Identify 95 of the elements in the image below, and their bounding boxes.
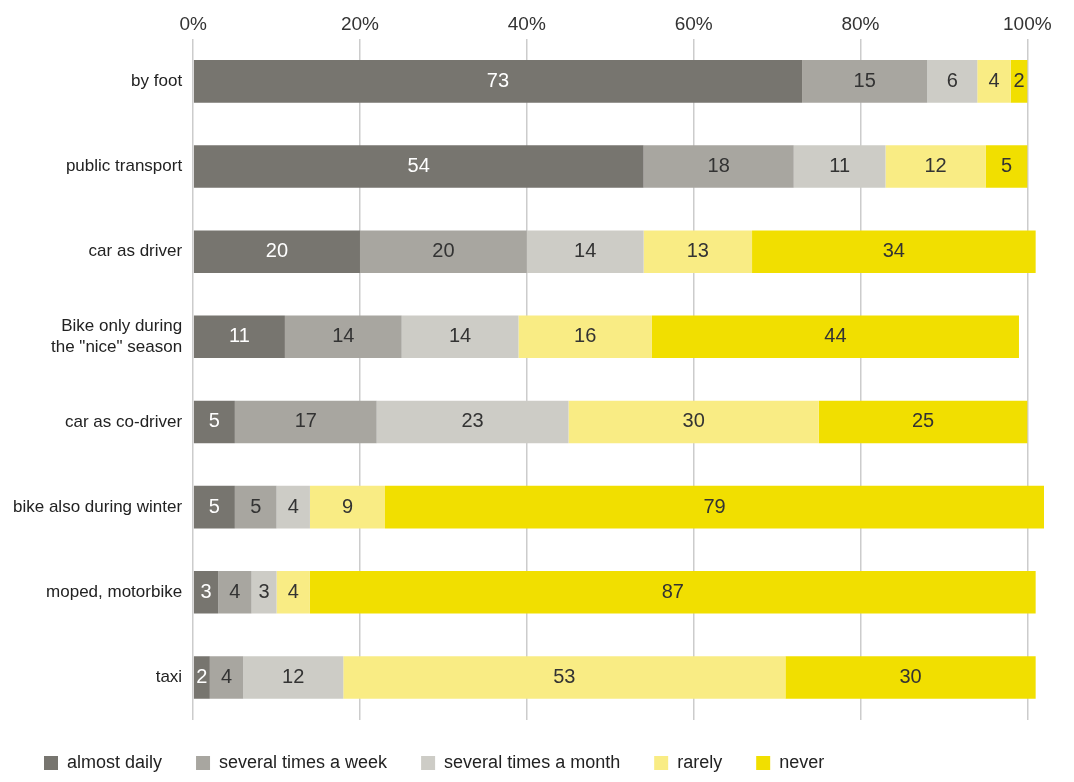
bar xyxy=(752,230,1036,273)
legend-label: almost daily xyxy=(67,751,163,772)
bar xyxy=(193,145,644,188)
bar xyxy=(985,145,1028,188)
bar xyxy=(977,60,1011,103)
data-label: 34 xyxy=(882,239,905,262)
data-label: 44 xyxy=(824,324,847,347)
y-tick-label: bike also during winter xyxy=(12,496,183,516)
bar xyxy=(193,656,210,699)
bar xyxy=(359,230,527,273)
y-tick-label: moped, motorbike xyxy=(46,581,183,601)
x-tick-label: 20% xyxy=(340,12,380,34)
data-label: 5 xyxy=(208,409,220,432)
bar xyxy=(643,145,794,188)
bar xyxy=(193,400,235,444)
data-label: 73 xyxy=(486,68,510,91)
x-tick-label: 40% xyxy=(507,12,546,34)
data-label: 2 xyxy=(1013,68,1025,91)
data-label: 25 xyxy=(911,409,935,432)
data-label: 23 xyxy=(461,409,484,432)
data-label: 9 xyxy=(341,494,354,517)
bar xyxy=(385,485,1044,529)
data-label: 11 xyxy=(829,154,851,177)
y-tick-label: public transport xyxy=(65,156,183,176)
bar xyxy=(193,315,285,359)
bar xyxy=(284,315,402,359)
y-tick-label: by foot xyxy=(131,71,183,91)
data-label: 20 xyxy=(265,239,289,262)
bar xyxy=(785,656,1036,699)
data-label: 3 xyxy=(258,579,270,602)
legend-label: several times a month xyxy=(444,751,621,772)
data-label: 14 xyxy=(574,239,597,262)
data-label: 4 xyxy=(220,664,233,687)
data-label: 54 xyxy=(407,154,430,177)
data-label: 4 xyxy=(287,579,299,602)
bar xyxy=(802,60,928,103)
data-label: 5 xyxy=(208,494,220,517)
bar xyxy=(568,400,819,444)
data-label: 53 xyxy=(553,664,576,687)
bar xyxy=(309,570,1036,614)
bar xyxy=(276,570,310,614)
bar xyxy=(193,230,360,273)
data-label: 79 xyxy=(703,494,726,517)
data-label: 4 xyxy=(988,68,1000,91)
data-label: 3 xyxy=(200,579,212,602)
y-tick-label: car as co-driver xyxy=(65,411,183,431)
x-tick-label: 60% xyxy=(674,12,713,34)
y-tick-label: Bike only during the "nice" season xyxy=(50,316,183,356)
data-label: 6 xyxy=(946,68,958,91)
bar xyxy=(818,400,1028,444)
bar xyxy=(193,570,219,614)
bar xyxy=(193,60,803,103)
data-label: 14 xyxy=(448,324,472,347)
data-label: 18 xyxy=(707,154,730,177)
data-label: 5 xyxy=(250,494,262,517)
bar xyxy=(209,656,244,699)
bar xyxy=(518,315,652,359)
x-tick-label: 80% xyxy=(841,12,880,34)
data-label: 11 xyxy=(229,324,250,347)
legend-label: several times a week xyxy=(219,751,389,772)
bar xyxy=(643,230,753,273)
bar xyxy=(251,570,277,614)
y-tick-label: taxi xyxy=(155,667,183,687)
bar xyxy=(193,485,235,529)
data-label: 15 xyxy=(853,68,876,91)
data-label: 2 xyxy=(196,664,208,687)
bar xyxy=(885,145,986,188)
data-label: 5 xyxy=(1000,154,1013,177)
data-label: 87 xyxy=(661,579,684,602)
bar xyxy=(218,570,252,614)
data-label: 30 xyxy=(682,409,705,432)
bar xyxy=(276,485,310,529)
bar xyxy=(234,485,277,529)
x-tick-label: 100% xyxy=(1003,12,1052,34)
bar xyxy=(234,400,377,444)
bar xyxy=(243,656,344,699)
data-label: 20 xyxy=(432,239,455,262)
legend-label: never xyxy=(779,751,825,772)
data-label: 12 xyxy=(282,664,305,687)
data-label: 13 xyxy=(686,239,709,262)
data-label: 30 xyxy=(899,664,922,687)
data-label: 14 xyxy=(332,324,355,347)
bar xyxy=(651,315,1019,359)
data-label: 16 xyxy=(574,324,597,347)
bar xyxy=(401,315,519,359)
y-tick-label: car as driver xyxy=(88,241,183,261)
data-label: 12 xyxy=(924,154,947,177)
bar xyxy=(343,656,786,699)
data-label: 4 xyxy=(229,579,241,602)
legend-label: rarely xyxy=(677,751,723,772)
data-label: 17 xyxy=(294,409,317,432)
data-label: 4 xyxy=(287,494,299,517)
bar xyxy=(927,60,978,103)
bar xyxy=(309,485,385,529)
x-tick-label: 0% xyxy=(179,12,207,34)
